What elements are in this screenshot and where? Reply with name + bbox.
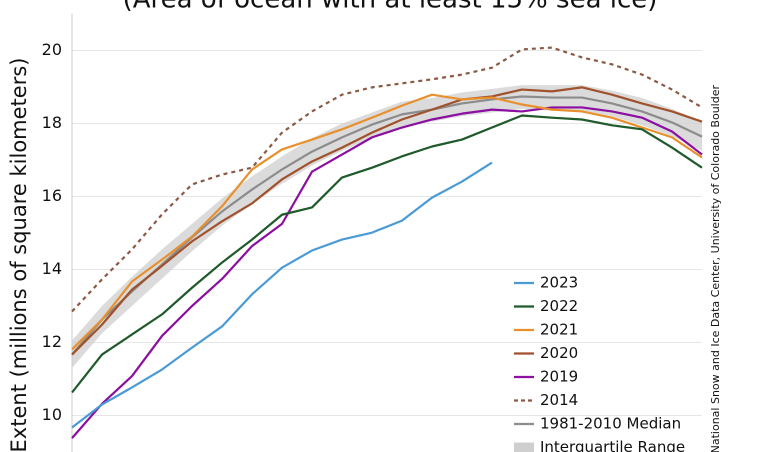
legend-label: 2019 [540,368,578,386]
legend-label: Interquartile Range [540,438,685,452]
y-axis-label: Extent (millions of square kilometers) [7,58,31,452]
y-tick-label: 20 [42,40,62,59]
y-tick-label: 16 [42,186,62,205]
series-line [71,86,703,356]
y-tick-label: 14 [42,259,62,278]
legend-label: 2022 [540,297,578,315]
legend-label: 2021 [540,321,578,339]
series-line [71,106,703,439]
chart-title: (Area of ocean with at least 15% sea ice… [123,0,658,15]
series-line [71,114,703,394]
legend-label: 2020 [540,344,578,362]
legend-label: 2014 [540,391,578,409]
interquartile-band [72,85,702,369]
series-line [71,46,703,313]
legend-label: 2023 [540,274,578,292]
series-line [71,95,703,356]
series-line [71,93,703,351]
y-tick-label: 12 [42,332,62,351]
y-tick-label: 10 [42,405,62,424]
legend-label: 1981-2010 Median [540,415,681,433]
credit: National Snow and Ice Data Center, Unive… [709,85,722,452]
y-tick-label: 18 [42,113,62,132]
legend-swatch [514,442,534,452]
series-line [71,161,493,429]
